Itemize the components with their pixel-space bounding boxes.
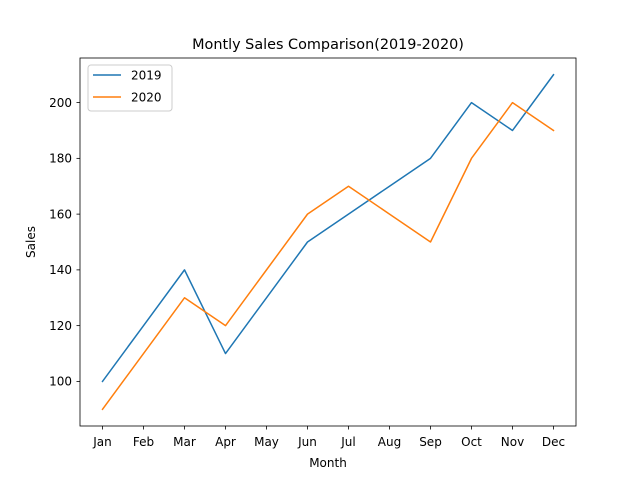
series-line-2020 [101, 101, 555, 411]
x-tick-label: Sep [419, 435, 442, 449]
x-tick-label: May [254, 435, 279, 449]
y-tick-label: 200 [49, 96, 72, 110]
x-tick-label: Jun [297, 435, 317, 449]
series-line-2019 [101, 73, 555, 383]
x-axis-title: Month [309, 456, 347, 470]
plot-area-frame [79, 57, 577, 427]
x-tick-label: Nov [501, 435, 524, 449]
x-tick-label: Feb [133, 435, 154, 449]
y-tick-label: 120 [49, 319, 72, 333]
y-tick-label: 160 [49, 207, 72, 221]
y-tick-label: 180 [49, 152, 72, 166]
x-tick-label: Aug [378, 435, 401, 449]
x-tick-label: Mar [173, 435, 196, 449]
legend-label: 2019 [131, 69, 162, 83]
y-axis: 100 120 140 160 180 200 [49, 96, 80, 389]
x-tick-label: Jan [92, 435, 112, 449]
x-tick-label: Jul [340, 435, 355, 449]
y-tick-label: 100 [49, 375, 72, 389]
y-axis-title: Sales [24, 226, 38, 258]
x-tick-label: Oct [461, 435, 482, 449]
y-tick-label: 140 [49, 263, 72, 277]
legend: 2019 2020 [87, 64, 173, 112]
x-tick-label: Apr [215, 435, 236, 449]
legend-box [87, 64, 173, 112]
series-lines [101, 73, 555, 411]
x-axis: Jan Feb Mar Apr May Jun Jul Aug Sep Oct Nov Dec [92, 426, 565, 449]
x-tick-label: Dec [542, 435, 565, 449]
legend-label: 2020 [131, 91, 162, 105]
chart-title: Montly Sales Comparison(2019-2020) [192, 37, 464, 53]
